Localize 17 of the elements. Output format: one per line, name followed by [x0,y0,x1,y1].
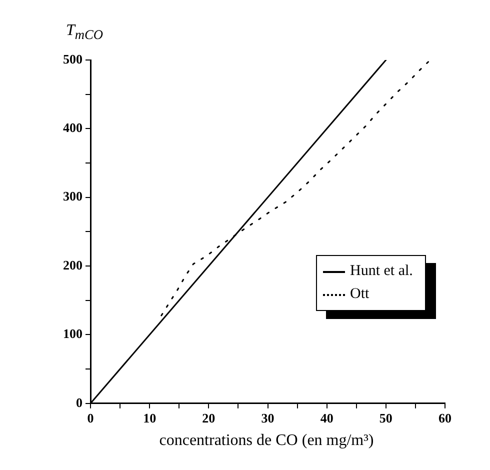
x-tick-label: 50 [379,410,392,426]
x-tick-label: 40 [320,410,334,426]
x-tick-label: 20 [202,410,216,426]
y-tick-label: 500 [63,51,82,66]
y-tick-label: 0 [76,394,82,410]
x-tick-label: 60 [438,410,452,426]
x-axis-title: concentrations de CO (en mg/m³) [158,432,375,450]
legend-label: Hunt et al. [350,263,413,280]
x-tick-label: 0 [87,410,94,426]
y-axis-title: T$_{mCO}$ [66,22,104,44]
y-tick-label: 400 [63,120,82,136]
y-tick-label: 100 [63,326,82,342]
legend-label: Ott [350,286,370,303]
y-tick-label: 200 [63,257,82,272]
x-tick-label: 10 [143,410,156,426]
y-tick-label: 300 [63,188,82,204]
x-tick-label: 30 [261,410,274,426]
